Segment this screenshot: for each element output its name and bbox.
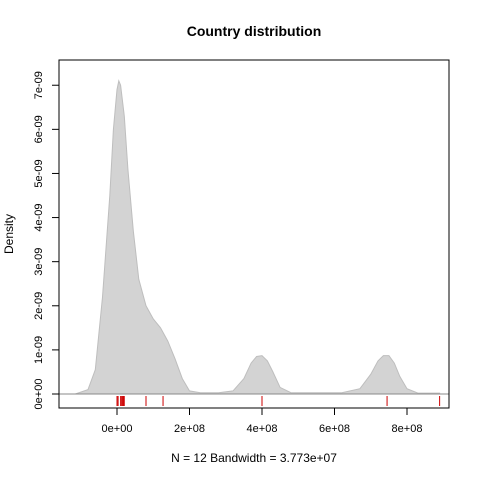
x-tick-label-1: 0e+00 [102,423,133,435]
x-tick-label-4: 6e+08 [319,423,350,435]
y-tick-label-4: 3e-09 [33,248,45,276]
y-tick-label-5: 4e-09 [33,204,45,232]
y-tick-label-3: 2e-09 [33,292,45,320]
x-tick-label-5: 8e+08 [392,423,423,435]
x-axis: 0e+00 2e+08 4e+08 6e+08 8e+08 [102,407,423,435]
y-axis-label: Density [2,214,16,254]
y-axis: 0e+00 1e-09 2e-09 3e-09 4e-09 5e-09 6e-09 7e-09 [33,71,60,410]
y-tick-label-7: 6e-09 [33,115,45,143]
y-tick-label-6: 5e-09 [33,159,45,187]
x-axis-label: N = 12 Bandwidth = 3.773e+07 [171,451,337,465]
y-tick-label-2: 1e-09 [33,336,45,364]
x-tick-label-3: 4e+08 [247,423,278,435]
y-tick-label-8: 7e-09 [33,71,45,99]
chart-title: Country distribution [187,23,322,39]
x-tick-label-2: 2e+08 [174,423,205,435]
rug-marks [116,396,441,406]
density-area [75,79,441,395]
y-tick-label-1: 0e+00 [33,379,45,410]
